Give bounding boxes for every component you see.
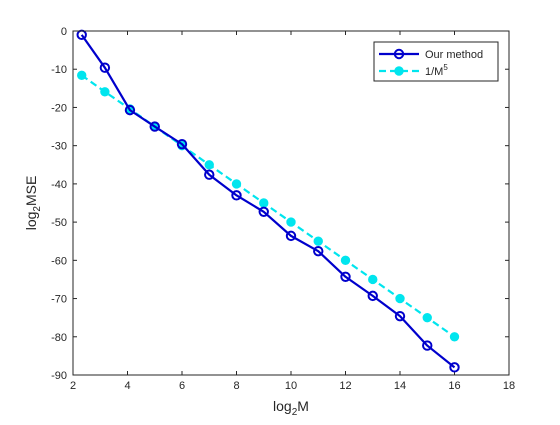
data-point-our-method xyxy=(340,271,351,282)
legend-label-inverse-m5: 1/M5 xyxy=(425,63,448,78)
data-point-our-method xyxy=(149,121,160,132)
legend-label-our-method: Our method xyxy=(425,49,483,61)
data-point-our-method xyxy=(394,310,406,322)
data-point-our-method xyxy=(313,245,324,257)
y-tick-label: 0 xyxy=(61,26,67,38)
data-point-inverse-m5 xyxy=(313,236,323,246)
data-point-inverse-m5 xyxy=(422,312,432,323)
data-point-inverse-m5 xyxy=(395,293,405,304)
data-point-inverse-m5 xyxy=(449,332,460,342)
y-axis-label: log2MSE xyxy=(23,176,43,231)
legend-marker-our-method xyxy=(393,48,405,60)
axis-ticks: 2 4 6 8 10 12 14 16 18 0 -10 -20 -30 -40 -50 -60 -70 -80 -… xyxy=(51,26,515,392)
legend-box xyxy=(373,41,499,82)
legend-label-inverse-m5-sup: 5 xyxy=(443,63,448,72)
data-point-our-method xyxy=(449,362,460,373)
y-tick-label: -40 xyxy=(51,179,67,191)
x-tick-label: 8 xyxy=(233,380,239,392)
y-tick-label: -80 xyxy=(51,332,67,344)
legend: Our method 1/M5 xyxy=(373,41,499,82)
data-point-inverse-m5 xyxy=(204,160,214,170)
x-axis-label: log2M xyxy=(273,398,309,418)
x-tick-label: 4 xyxy=(124,380,130,392)
y-axis-label-rest: MSE xyxy=(23,176,39,206)
y-tick-label: -50 xyxy=(51,217,67,229)
x-tick-label: 18 xyxy=(503,380,515,392)
data-point-inverse-m5 xyxy=(340,255,351,266)
y-tick-label: -20 xyxy=(51,102,67,114)
x-tick-label: 2 xyxy=(70,380,76,392)
x-axis-label-sub: 2 xyxy=(292,407,298,418)
y-tick-label: -10 xyxy=(51,64,67,76)
data-point-our-method xyxy=(285,230,297,242)
plot-area xyxy=(73,31,509,375)
data-point-our-method xyxy=(367,290,378,302)
x-tick-label: 10 xyxy=(285,380,297,392)
data-point-our-method xyxy=(99,62,111,73)
data-point-inverse-m5 xyxy=(286,217,296,227)
y-axis-label-base: log xyxy=(23,212,39,231)
data-point-inverse-m5 xyxy=(368,274,378,285)
data-point-inverse-m5 xyxy=(100,87,110,97)
y-axis-label-sub: 2 xyxy=(32,206,43,212)
x-axis-label-base: log xyxy=(273,398,292,414)
y-tick-label: -60 xyxy=(51,255,67,267)
data-point-inverse-m5 xyxy=(259,198,269,208)
data-point-our-method xyxy=(124,104,136,116)
legend-marker-inverse-m5 xyxy=(394,66,404,76)
data-point-our-method xyxy=(231,190,242,201)
y-tick-label: -90 xyxy=(51,370,67,382)
data-point-our-method xyxy=(204,169,215,180)
x-tick-label: 6 xyxy=(179,380,185,392)
x-tick-label: 12 xyxy=(339,380,351,392)
x-axis-label-rest: M xyxy=(297,398,309,414)
y-tick-label: -70 xyxy=(51,294,67,306)
series-our-method xyxy=(76,29,460,373)
series-layer xyxy=(76,29,460,373)
plot-frame xyxy=(72,30,510,376)
data-point-inverse-m5 xyxy=(231,179,242,189)
x-tick-label: 14 xyxy=(394,380,406,392)
y-tick-label: -30 xyxy=(51,141,67,153)
x-tick-label: 16 xyxy=(448,380,460,392)
legend-label-inverse-m5-base: 1/M xyxy=(425,66,443,78)
data-point-our-method xyxy=(176,138,188,150)
series-line-our-method xyxy=(80,34,456,369)
data-point-our-method xyxy=(258,206,269,217)
data-point-inverse-m5 xyxy=(77,70,87,81)
data-point-our-method xyxy=(422,340,433,351)
